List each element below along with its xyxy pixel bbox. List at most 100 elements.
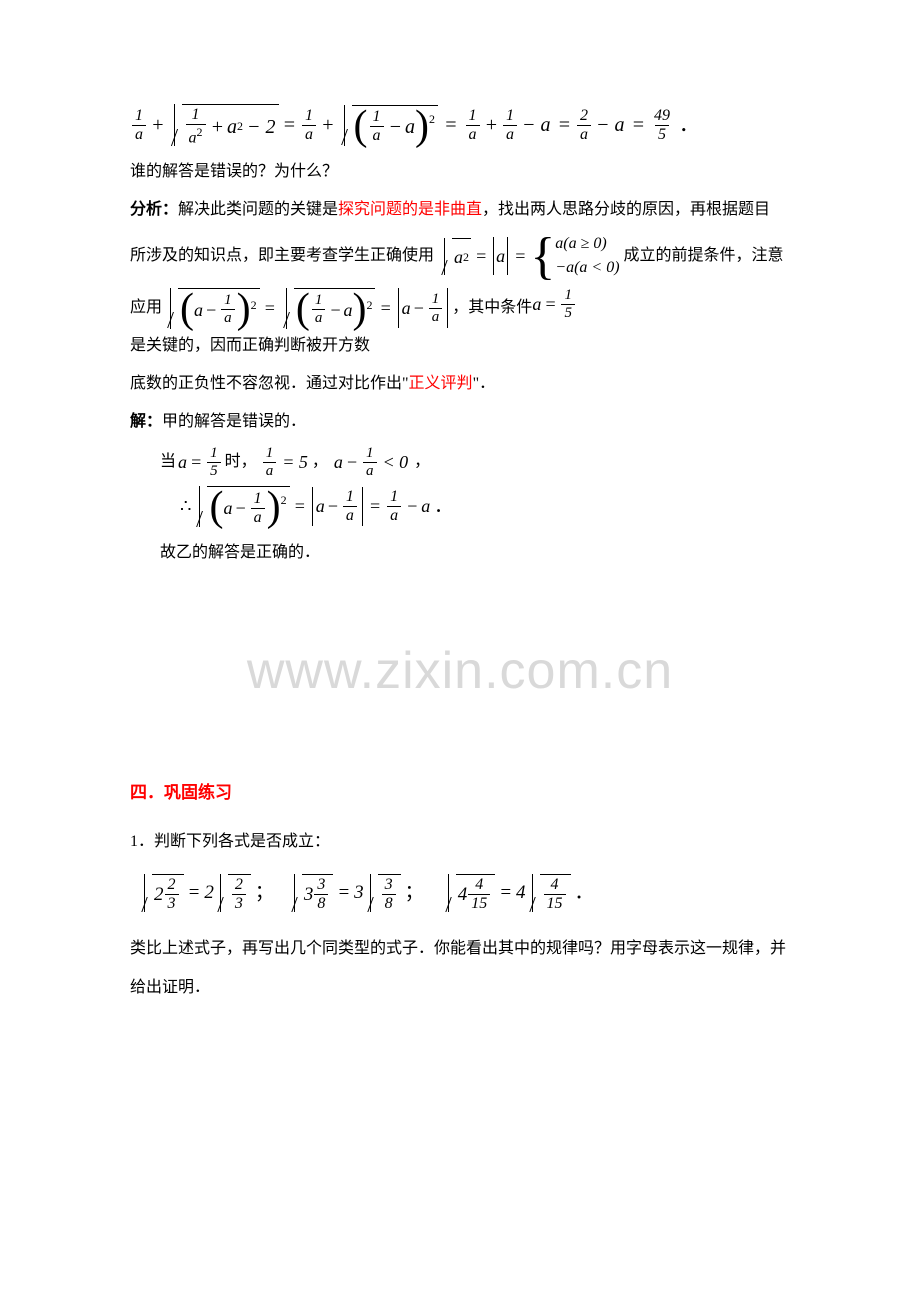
t: ， xyxy=(414,446,430,478)
coef: 2 xyxy=(204,878,214,908)
int: 3 xyxy=(304,880,314,910)
op: − xyxy=(406,492,418,521)
n: 1 xyxy=(561,288,575,304)
eq: = xyxy=(499,878,512,908)
equation-1: 1a + 1a2 + a2 − 2 = 1a + ( 1a − a )2 = 1… xyxy=(130,104,790,146)
page-content: 1a + 1a2 + a2 − 2 = 1a + ( 1a − a )2 = 1… xyxy=(130,104,790,1007)
d: 15 xyxy=(544,894,566,912)
v: a xyxy=(405,111,415,143)
t: 底数的正负性不容忽视．通过对比作出" xyxy=(130,375,409,392)
op: − xyxy=(346,444,358,480)
sup: 2 xyxy=(366,293,372,317)
question-line: 谁的解答是错误的？为什么？ xyxy=(130,156,790,188)
d: 3 xyxy=(232,894,246,912)
eq: = xyxy=(369,492,381,521)
eq: = xyxy=(444,109,458,141)
analysis-label: 分析： xyxy=(130,201,178,218)
t: 应用 xyxy=(130,292,162,324)
t: 所涉及的知识点，即主要考查学生正确使用 xyxy=(130,240,434,272)
ex1-equations: 2 23 = 2 23 ； 3 38 = 3 38 ； 4 415 = 4 41… xyxy=(130,874,790,912)
v: a xyxy=(334,444,343,480)
analysis-line-2: 所涉及的知识点，即主要考查学生正确使用 a2 = a = { a(a ≥ 0) … xyxy=(130,232,790,280)
t: 时， xyxy=(225,446,257,478)
t: 解决此类问题的关键是 xyxy=(178,201,338,218)
v: a xyxy=(227,111,237,143)
n: 1 xyxy=(263,446,277,462)
op: − xyxy=(413,290,425,326)
n: 1 xyxy=(343,489,357,506)
coef: 4 xyxy=(516,878,526,908)
v: = 5 xyxy=(282,444,308,480)
n: 4 xyxy=(472,877,486,894)
d: a xyxy=(189,129,197,146)
op: − xyxy=(329,292,341,328)
n: 1 xyxy=(251,491,265,508)
section-4-title: 四．巩固练习 xyxy=(130,779,790,806)
eq: = xyxy=(337,878,350,908)
n: 3 xyxy=(314,877,328,894)
d: a xyxy=(343,506,357,524)
solution-when: 当 a= 15 时， 1a = 5 ， a − 1a < 0 ， xyxy=(130,444,790,480)
eq: = xyxy=(544,286,556,322)
case-top: a(a ≥ 0) xyxy=(555,232,619,256)
d: a xyxy=(363,462,377,479)
n: 2 xyxy=(577,108,591,125)
v: a xyxy=(454,239,463,275)
sup: 2 xyxy=(237,117,243,136)
n: 2 xyxy=(232,877,246,894)
op: − a xyxy=(596,109,625,141)
ex1-text: 类比上述式子，再写出几个同类型的式子．你能看出其中的规律吗？用字母表示这一规律，… xyxy=(130,930,790,1007)
d: 5 xyxy=(655,125,669,143)
v: a xyxy=(194,292,203,328)
op: − xyxy=(327,492,339,521)
eq: = xyxy=(632,109,646,141)
red-text: 正义评判 xyxy=(409,375,473,392)
t: "． xyxy=(473,375,496,392)
solution-therefore: ∴ ( a − 1a )2 = a − 1a = 1a − a ． xyxy=(130,486,790,527)
d: a xyxy=(302,125,316,143)
op: + xyxy=(211,111,225,143)
n: 1 xyxy=(302,108,316,125)
d: a xyxy=(503,125,517,143)
t: ，找出两人思路分歧的原因，再根据题目 xyxy=(482,201,770,218)
n: 1 xyxy=(189,107,203,124)
coef: 3 xyxy=(354,878,364,908)
v: a xyxy=(532,286,541,322)
solution-conclusion: 故乙的解答是正确的． xyxy=(130,537,790,569)
eq: = xyxy=(558,109,572,141)
v: a xyxy=(223,494,232,523)
v: a xyxy=(496,238,505,274)
n: 1 xyxy=(503,108,517,125)
d: 8 xyxy=(382,894,396,912)
sep: ； xyxy=(405,878,424,908)
d: a xyxy=(466,125,480,143)
n: 1 xyxy=(466,108,480,125)
eq: = xyxy=(283,109,297,141)
d: a xyxy=(221,309,235,326)
op: − 2 xyxy=(247,111,276,143)
eq: = xyxy=(294,492,306,521)
eq: = xyxy=(475,238,487,274)
d: 15 xyxy=(468,894,490,912)
int: 4 xyxy=(458,880,468,910)
d: 5 xyxy=(207,462,221,479)
n: 1 xyxy=(429,292,443,308)
t: 当 xyxy=(160,446,176,478)
n: 1 xyxy=(312,293,326,309)
int: 2 xyxy=(154,880,164,910)
d: a xyxy=(312,309,326,326)
d: 3 xyxy=(165,894,179,912)
t: 是关键的，因而正确判断被开方数 xyxy=(130,330,370,362)
sup: 2 xyxy=(251,293,257,317)
period: ． xyxy=(679,109,699,141)
n: 1 xyxy=(363,446,377,462)
t: 甲的解答是错误的． xyxy=(162,413,306,430)
d: a xyxy=(387,506,401,524)
plus: + xyxy=(151,109,165,141)
op: − xyxy=(389,111,403,143)
sup: 2 xyxy=(429,110,435,129)
d: a xyxy=(263,462,277,479)
d: a xyxy=(251,508,265,526)
d: a xyxy=(577,125,591,143)
op: − a xyxy=(522,109,551,141)
